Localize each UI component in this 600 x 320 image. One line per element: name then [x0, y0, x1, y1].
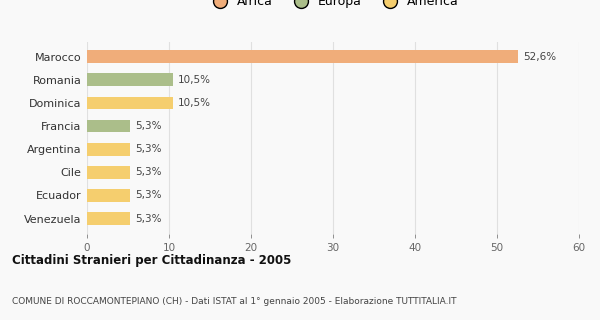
- Bar: [87, 74, 173, 86]
- Bar: [87, 212, 130, 225]
- Text: COMUNE DI ROCCAMONTEPIANO (CH) - Dati ISTAT al 1° gennaio 2005 - Elaborazione TU: COMUNE DI ROCCAMONTEPIANO (CH) - Dati IS…: [12, 297, 457, 306]
- Bar: [87, 189, 130, 202]
- Bar: [87, 166, 130, 179]
- Text: 5,3%: 5,3%: [136, 144, 162, 154]
- Text: 5,3%: 5,3%: [136, 121, 162, 131]
- Text: 10,5%: 10,5%: [178, 98, 211, 108]
- Text: 5,3%: 5,3%: [136, 213, 162, 223]
- Text: 5,3%: 5,3%: [136, 167, 162, 177]
- Bar: [87, 97, 173, 109]
- Legend: Africa, Europa, America: Africa, Europa, America: [202, 0, 464, 13]
- Bar: [87, 143, 130, 156]
- Text: 5,3%: 5,3%: [136, 190, 162, 200]
- Bar: [87, 120, 130, 132]
- Text: Cittadini Stranieri per Cittadinanza - 2005: Cittadini Stranieri per Cittadinanza - 2…: [12, 254, 292, 267]
- Text: 52,6%: 52,6%: [523, 52, 556, 62]
- Bar: [87, 50, 518, 63]
- Text: 10,5%: 10,5%: [178, 75, 211, 85]
